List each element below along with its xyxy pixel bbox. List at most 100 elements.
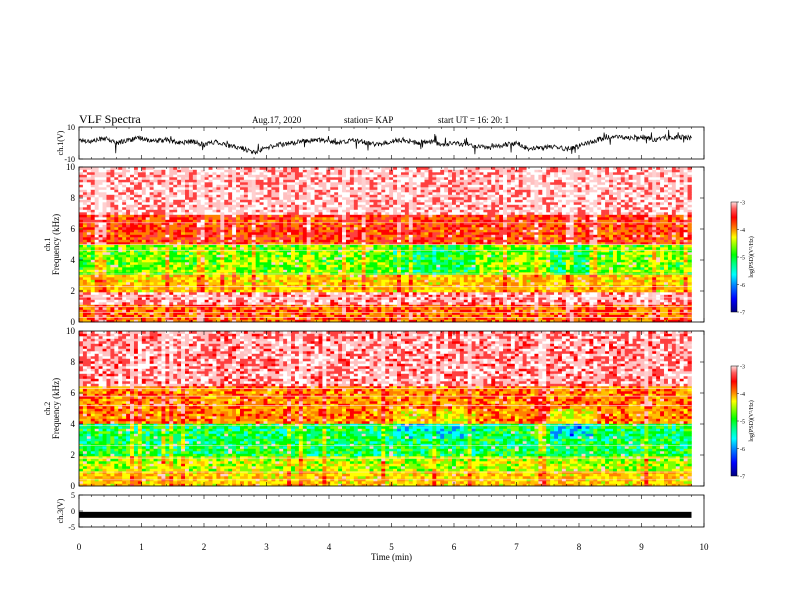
spectrogram-cell <box>134 172 138 175</box>
spectrogram-cell <box>87 300 91 303</box>
spectrogram-cell <box>161 232 165 235</box>
spectrogram-cell <box>134 192 138 195</box>
spectrogram-cell <box>165 247 169 250</box>
spectrogram-cell <box>126 230 130 233</box>
spectrogram-cell <box>165 272 169 275</box>
spectrogram-cell <box>146 247 150 250</box>
spectrogram-cell <box>165 287 169 290</box>
spectrogram-cell <box>165 187 169 190</box>
spectrogram-cell <box>165 195 169 198</box>
spectrogram-cell <box>161 307 165 310</box>
spectrogram-cell <box>150 237 154 240</box>
spectrogram-cell <box>91 267 95 270</box>
spectrogram-cell <box>126 240 130 243</box>
spectrogram-cell <box>154 300 158 303</box>
spectrogram-cell <box>150 255 154 258</box>
spectrogram-cell <box>83 205 87 208</box>
spectrogram-cell <box>103 290 107 293</box>
spectrogram-cell <box>114 267 118 270</box>
spectrogram-cell <box>142 252 146 255</box>
spectrogram-cell <box>99 167 103 170</box>
spectrogram-cell <box>142 227 146 230</box>
spectrogram-cell <box>154 205 158 208</box>
spectrogram-cell <box>114 277 118 280</box>
spectrogram-cell <box>87 215 91 218</box>
spectrogram-cell <box>103 182 107 185</box>
spectrogram-cell <box>99 237 103 240</box>
spectrogram-cell <box>150 172 154 175</box>
spectrogram-cell <box>87 262 91 265</box>
spectrogram-cell <box>146 305 150 308</box>
spectrogram-cell <box>165 285 169 288</box>
spectrogram-cell <box>126 205 130 208</box>
spectrogram-cell <box>165 230 169 233</box>
spectrogram-cell <box>91 260 95 263</box>
spectrogram-cell <box>146 205 150 208</box>
spectrogram-cell <box>150 285 154 288</box>
spectrogram-cell <box>154 252 158 255</box>
spectrogram-cell <box>110 187 114 190</box>
spectrogram-cell <box>158 182 162 185</box>
spectrogram-cell <box>142 255 146 258</box>
spectrogram-cell <box>138 210 142 213</box>
spectrogram-cell <box>87 310 91 313</box>
spectrogram-cell <box>161 267 165 270</box>
spectrogram-cell <box>165 215 169 218</box>
spectrogram-cell <box>142 310 146 313</box>
spectrogram-cell <box>142 177 146 180</box>
spectrogram-cell <box>150 277 154 280</box>
spectrogram-cell <box>87 302 91 305</box>
spectrogram-cell <box>134 220 138 223</box>
spectrogram-cell <box>91 170 95 173</box>
spectrogram-cell <box>142 192 146 195</box>
spectrogram-cell <box>83 315 87 318</box>
spectrogram-cell <box>130 222 134 225</box>
spectrogram-cell <box>95 232 99 235</box>
spectrogram-cell <box>103 187 107 190</box>
spectrogram-cell <box>150 187 154 190</box>
spectrogram-cell <box>122 300 126 303</box>
spectrogram-cell <box>165 257 169 260</box>
spectrogram-cell <box>110 307 114 310</box>
spectrogram-cell <box>79 195 83 198</box>
spectrogram-cell <box>103 245 107 248</box>
spectrogram-cell <box>165 222 169 225</box>
spectrogram-cell <box>142 282 146 285</box>
spectrogram-cell <box>161 190 165 193</box>
spectrogram-cell <box>79 192 83 195</box>
spectrogram-cell <box>150 180 154 183</box>
spectrogram-cell <box>146 185 150 188</box>
spectrogram-cell <box>158 290 162 293</box>
spectrogram-cell <box>99 175 103 178</box>
spectrogram-cell <box>165 280 169 283</box>
spectrogram-cell <box>126 202 130 205</box>
spectrogram-cell <box>91 245 95 248</box>
spectrogram-cell <box>79 207 83 210</box>
spectrogram-cell <box>130 270 134 273</box>
spectrogram-cell <box>118 272 122 275</box>
spectrogram-cell <box>99 210 103 213</box>
spectrogram-cell <box>126 222 130 225</box>
spectrogram-cell <box>110 257 114 260</box>
spectrogram-cell <box>142 245 146 248</box>
spectrogram-cell <box>150 215 154 218</box>
spectrogram-cell <box>126 210 130 213</box>
spectrogram-cell <box>110 197 114 200</box>
spectrogram-cell <box>146 210 150 213</box>
spectrogram-cell <box>142 240 146 243</box>
spectrogram-cell <box>158 212 162 215</box>
spectrogram-cell <box>83 230 87 233</box>
spectrogram-cell <box>79 215 83 218</box>
spectrogram-cell <box>154 240 158 243</box>
spectrogram-cell <box>122 192 126 195</box>
spectrogram-cell <box>142 247 146 250</box>
spectrogram-cell <box>103 172 107 175</box>
spectrogram-cell <box>158 172 162 175</box>
spectrogram-cell <box>106 235 110 238</box>
spectrogram-cell <box>146 280 150 283</box>
spectrogram-cell <box>150 262 154 265</box>
spectrogram-cell <box>130 232 134 235</box>
spectrogram-cell <box>138 235 142 238</box>
spectrogram-cell <box>142 315 146 318</box>
spectrogram-cell <box>126 217 130 220</box>
